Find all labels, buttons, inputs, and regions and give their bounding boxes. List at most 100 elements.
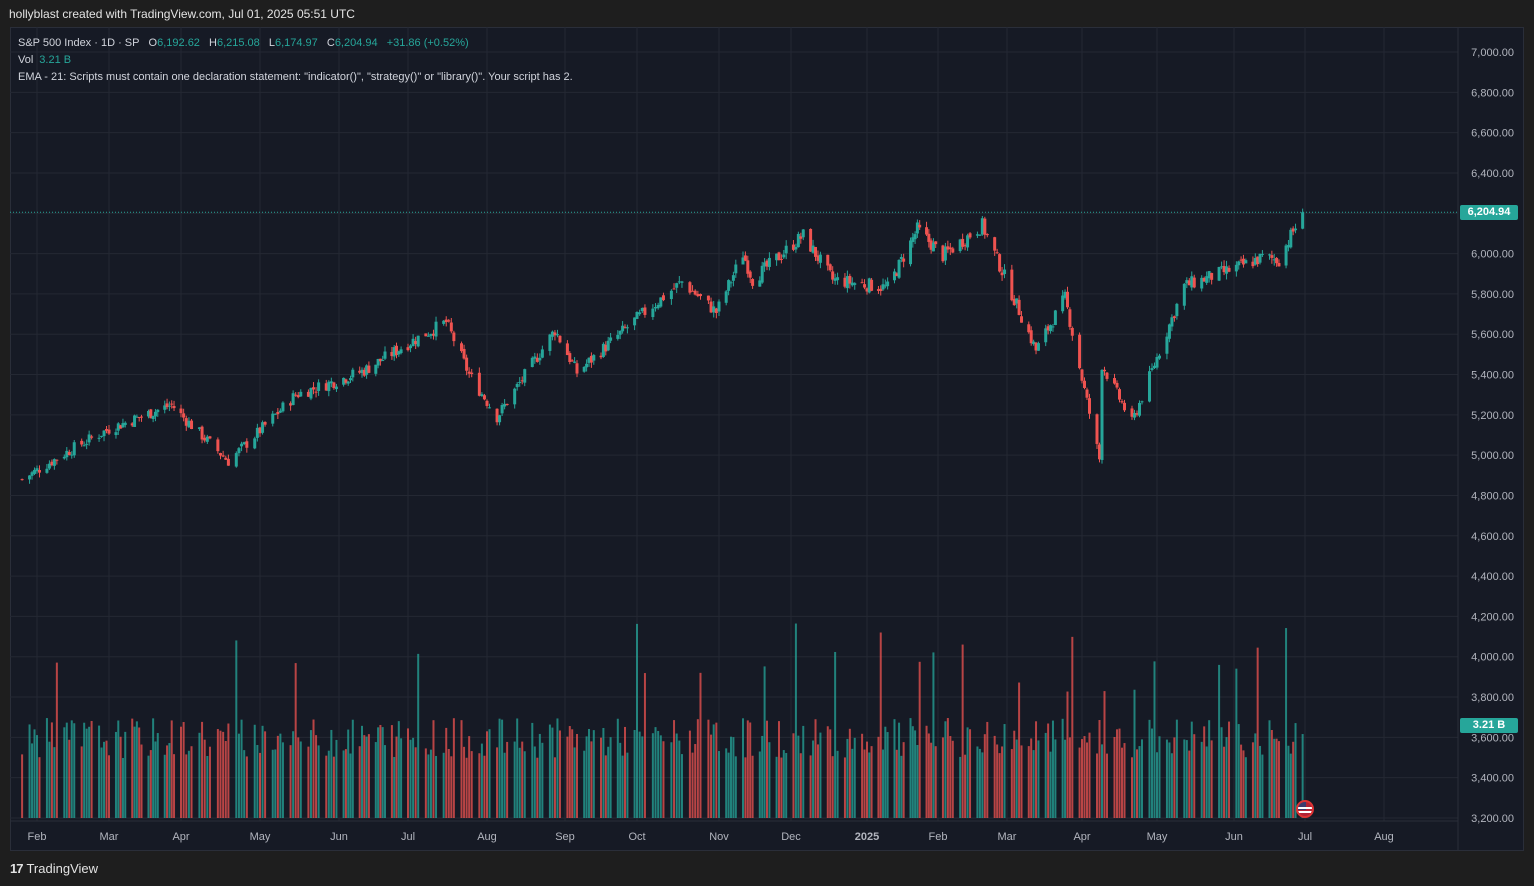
volume-bar — [870, 746, 873, 818]
volume-bar — [442, 752, 445, 818]
candle-body — [1239, 259, 1243, 261]
candle-body — [399, 349, 403, 354]
candle-body — [640, 307, 644, 312]
last-price-tag: 6,204.94 — [1460, 205, 1518, 221]
candle-body — [651, 308, 655, 318]
volume-bar — [427, 754, 430, 818]
volume-bar — [834, 651, 837, 818]
candle-body — [948, 247, 952, 250]
volume-bar — [884, 726, 887, 818]
candle-body — [958, 239, 962, 252]
candlestick-chart[interactable]: 7,000.006,800.006,600.006,400.006,200.00… — [10, 27, 1524, 851]
candle-body — [1103, 369, 1106, 372]
candle-body — [1053, 310, 1057, 326]
candle-body — [931, 242, 935, 252]
volume-bar — [170, 720, 173, 818]
candle-body — [467, 371, 471, 374]
volume-bar — [588, 728, 590, 818]
volume-bar — [812, 740, 815, 818]
volume-bar — [38, 757, 41, 818]
candle-body — [897, 259, 901, 278]
candle-body — [1083, 380, 1086, 388]
symbol-label[interactable]: S&P 500 Index · 1D · SP — [18, 37, 140, 49]
volume-bar — [1237, 724, 1240, 818]
volume-bar — [657, 730, 660, 818]
candle-body — [706, 295, 710, 301]
x-tick-label: 2025 — [855, 831, 879, 843]
candle-body — [224, 457, 228, 460]
candle-body — [278, 410, 282, 413]
candle-body — [255, 427, 259, 438]
candle-body — [929, 240, 933, 250]
volume-bar — [1138, 746, 1141, 818]
ohlc-row[interactable]: S&P 500 Index · 1D · SP O6,192.62 H6,215… — [18, 35, 573, 52]
candle-body — [296, 395, 300, 398]
volume-bar — [390, 725, 393, 818]
candle-body — [1034, 342, 1038, 351]
candle-body — [281, 402, 285, 412]
y-tick-label: 5,600.00 — [1471, 329, 1514, 341]
candle-body — [867, 278, 871, 293]
candle-body — [693, 290, 697, 295]
candle-body — [205, 436, 209, 442]
candle-body — [346, 381, 350, 384]
volume-bar — [882, 749, 885, 818]
volume-bar — [969, 729, 972, 818]
candle-body — [883, 285, 887, 287]
volume-bar — [201, 721, 204, 818]
volume-bar — [1210, 740, 1213, 818]
candle-body — [515, 383, 519, 388]
volume-bar — [1020, 745, 1023, 818]
volume-bar — [758, 751, 761, 818]
volume-bar — [309, 730, 312, 818]
volume-bar — [1183, 739, 1186, 818]
candle-body — [1130, 408, 1134, 417]
candle-body — [582, 366, 586, 372]
candle-body — [242, 442, 246, 445]
candle-body — [90, 436, 94, 438]
candle-body — [273, 413, 277, 415]
ema-error-row[interactable]: EMA - 21: Scripts must contain one decla… — [18, 69, 573, 86]
candle-body — [1200, 277, 1204, 289]
volume-bar — [1261, 754, 1264, 818]
candle-body — [675, 283, 679, 288]
volume-bar — [768, 742, 771, 818]
volume-bar — [944, 721, 947, 818]
volume-bar — [435, 755, 438, 818]
candle-body — [172, 405, 176, 409]
volume-bar — [521, 741, 524, 818]
candle-body — [1301, 212, 1305, 229]
candle-body — [219, 453, 222, 456]
candle-body — [599, 355, 603, 358]
candle-body — [434, 321, 438, 337]
us-flag-icon[interactable] — [1296, 800, 1314, 818]
volume-bar — [1001, 746, 1004, 818]
volume-bar — [983, 734, 986, 818]
candle-body — [1000, 272, 1004, 276]
candle-body — [1192, 277, 1196, 288]
volume-bar — [351, 719, 354, 818]
volume-bar — [1121, 747, 1123, 818]
candle-body — [993, 237, 997, 251]
volume-bar — [1244, 757, 1247, 818]
tradingview-logo[interactable]: 17 TradingView — [10, 861, 98, 876]
volume-bar — [930, 742, 933, 818]
volume-bar — [718, 751, 720, 818]
chart-frame[interactable] — [10, 27, 1524, 851]
candle-body — [80, 440, 84, 445]
volume-bar — [1044, 732, 1047, 818]
candle-body — [1153, 365, 1156, 368]
volume-bar — [168, 743, 171, 818]
volume-bar — [553, 757, 556, 818]
x-tick-label: May — [1147, 831, 1168, 843]
volume-row[interactable]: Vol 3.21 B — [18, 52, 573, 69]
volume-bar — [1168, 742, 1171, 818]
candle-body — [1241, 258, 1245, 265]
volume-bar — [187, 750, 190, 818]
volume-bar — [1188, 750, 1191, 818]
candle-body — [1065, 291, 1069, 308]
candle-body — [329, 381, 333, 384]
volume-bar — [851, 748, 854, 818]
volume-bar — [927, 733, 930, 818]
candle-body — [724, 291, 728, 303]
